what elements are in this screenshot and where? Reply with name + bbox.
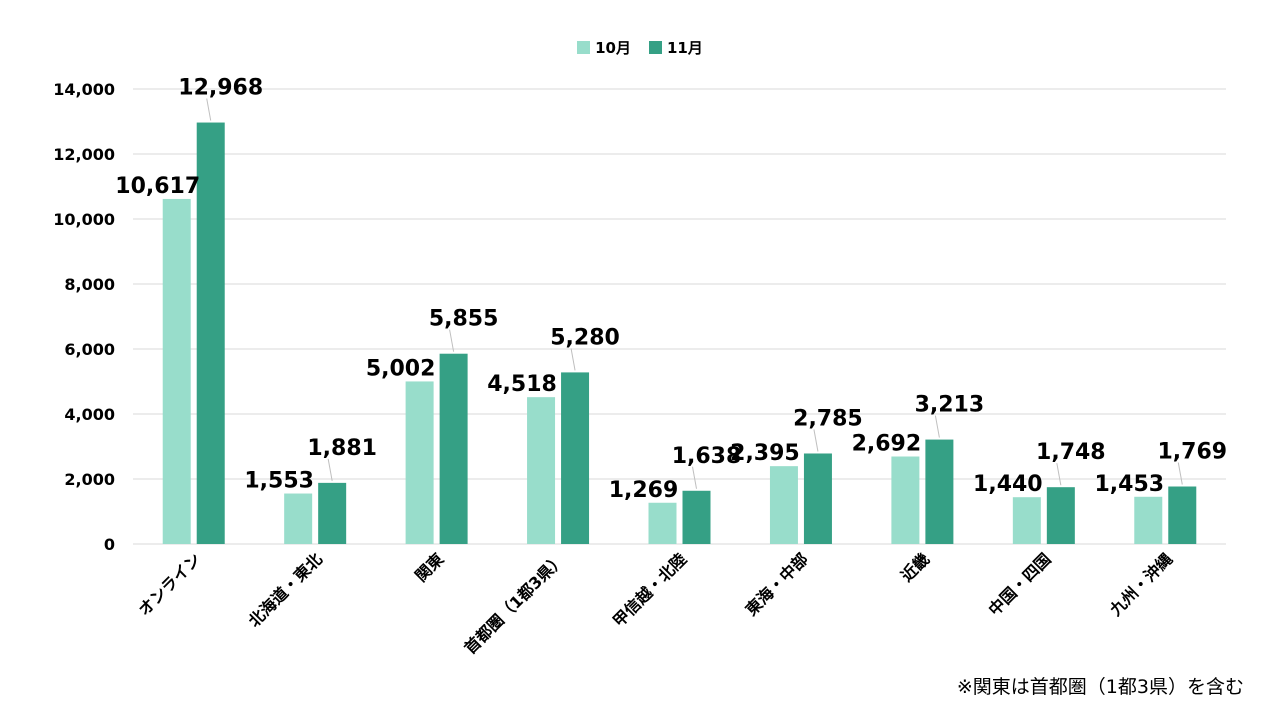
bar-series-1: [162, 198, 191, 544]
bar-series-2: [1046, 487, 1075, 544]
bar-series-2: [561, 372, 590, 544]
data-label-series-1: 5,002: [366, 356, 436, 381]
x-category-label: オンライン: [135, 549, 205, 619]
data-label-series-1: 10,617: [115, 174, 200, 199]
data-label-series-2: 1,748: [1036, 440, 1106, 465]
leader-line: [206, 98, 212, 121]
x-category-label: 首都圏（1都3県）: [460, 549, 568, 657]
bar-series-1: [1012, 497, 1041, 544]
data-label-series-2: 2,785: [793, 406, 863, 431]
bar-series-1: [284, 493, 313, 544]
x-category-label: 東海・中部: [742, 549, 812, 619]
data-label-series-1: 1,269: [609, 478, 679, 503]
data-label-series-2: 1,881: [307, 436, 377, 461]
y-tick-label: 8,000: [64, 275, 115, 294]
y-tick-label: 6,000: [64, 340, 115, 359]
leader-line: [692, 466, 697, 489]
data-label-series-2: 12,968: [178, 76, 263, 101]
x-category-label: 九州・沖縄: [1105, 549, 1176, 620]
bar-series-2: [803, 453, 832, 544]
leader-line: [570, 348, 576, 371]
data-label-series-1: 1,553: [244, 469, 314, 494]
bar-series-1: [648, 502, 677, 544]
bar-series-2: [1168, 486, 1197, 544]
x-category-label: 甲信越・北陸: [609, 549, 690, 630]
leader-line: [813, 429, 819, 452]
bar-series-2: [196, 122, 225, 544]
data-label-series-2: 1,638: [672, 444, 742, 469]
data-label-series-1: 4,518: [487, 372, 557, 397]
bar-series-1: [1134, 496, 1163, 544]
chart-legend: 10月 11月: [0, 37, 1280, 58]
data-label-series-2: 5,855: [429, 307, 499, 332]
leader-line: [327, 458, 333, 481]
legend-swatch-series-2: [649, 41, 662, 54]
x-category-label: 関東: [411, 549, 447, 585]
data-label-series-1: 1,440: [973, 472, 1043, 497]
bar-series-1: [527, 397, 556, 544]
leader-line: [1056, 463, 1062, 486]
y-tick-label: 10,000: [53, 210, 115, 229]
legend-swatch-series-1: [577, 41, 591, 54]
data-label-series-2: 1,769: [1157, 440, 1227, 465]
x-category-label: 中国・四国: [985, 549, 1055, 619]
footnote: ※関東は首都圏（1都3県）を含む: [956, 676, 1244, 698]
legend-item-series-2: 11月: [649, 37, 703, 58]
y-tick-label: 4,000: [64, 405, 115, 424]
bar-series-1: [891, 456, 920, 544]
y-tick-label: 12,000: [53, 145, 115, 164]
bar-series-2: [439, 353, 468, 544]
y-tick-label: 2,000: [64, 470, 115, 489]
x-category-label: 北海道・東北: [245, 549, 326, 630]
legend-label-series-2: 11月: [667, 39, 703, 57]
data-label-series-1: 2,692: [852, 432, 922, 457]
data-label-series-1: 1,453: [1094, 472, 1164, 497]
y-tick-label: 14,000: [53, 80, 115, 99]
x-category-label: 近畿: [897, 549, 933, 585]
leader-line: [449, 329, 455, 352]
data-label-series-2: 5,280: [550, 325, 620, 350]
data-label-series-1: 2,395: [730, 441, 800, 466]
bar-series-2: [318, 482, 347, 544]
bar-series-1: [405, 381, 434, 544]
bar-series-1: [769, 466, 798, 544]
bar-series-2: [925, 439, 954, 544]
legend-item-series-1: 10月: [577, 37, 631, 58]
bar-series-2: [682, 490, 711, 544]
leader-line: [1177, 462, 1183, 485]
leader-line: [934, 415, 940, 438]
y-tick-label: 0: [104, 535, 115, 554]
data-label-series-2: 3,213: [915, 393, 985, 418]
legend-label-series-1: 10月: [595, 39, 631, 57]
